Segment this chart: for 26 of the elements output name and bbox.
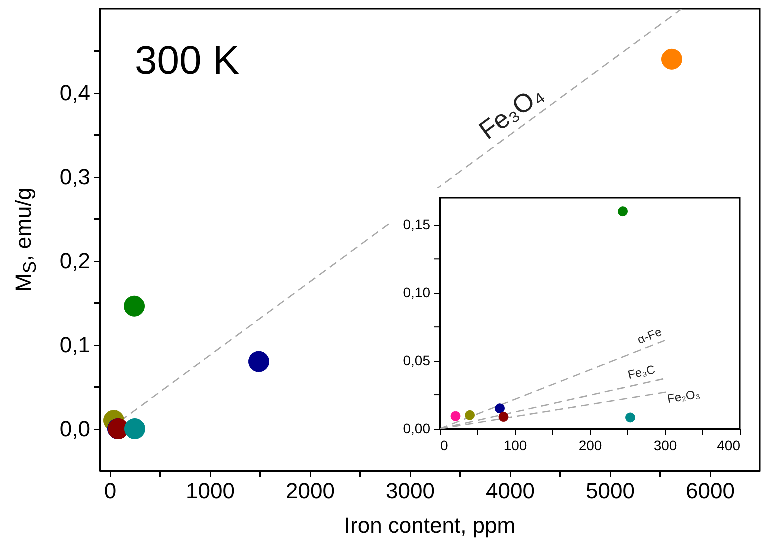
y-tick-label: 0,4 — [60, 80, 90, 106]
x-tick-label: 300 — [654, 438, 678, 454]
annotation: Fe₂O₃ — [666, 387, 702, 406]
annotation: Fe₃C — [626, 362, 657, 382]
y-tick-label: 0,00 — [403, 420, 431, 436]
annotation: 300 K — [135, 39, 240, 84]
x-tick-label: 400 — [717, 438, 741, 454]
y-tick-label: 0,1 — [60, 332, 90, 358]
y-tick-label: 0,15 — [403, 216, 431, 233]
x-tick-label: 0 — [440, 438, 448, 454]
x-tick-label: 0 — [104, 478, 117, 504]
x-tick-label: 1000 — [186, 478, 235, 504]
y-tick-label: 0,10 — [403, 284, 431, 301]
y-tick-label: 0,2 — [60, 248, 90, 274]
annotation: α-Fe — [636, 324, 664, 347]
y-tick-label: 0,0 — [60, 416, 90, 442]
x-tick-label: 2000 — [286, 478, 335, 504]
x-tick-label: 6000 — [686, 478, 735, 504]
x-tick-label: 100 — [504, 438, 528, 454]
y-tick-label: 0,3 — [60, 164, 90, 190]
x-tick-label: 4000 — [486, 478, 535, 504]
x-tick-label: 5000 — [586, 478, 635, 504]
y-tick-label: 0,05 — [403, 352, 431, 369]
x-axis-title: Iron content, ppm — [344, 513, 516, 539]
x-tick-label: 200 — [578, 438, 602, 454]
x-tick-label: 3000 — [386, 478, 435, 504]
